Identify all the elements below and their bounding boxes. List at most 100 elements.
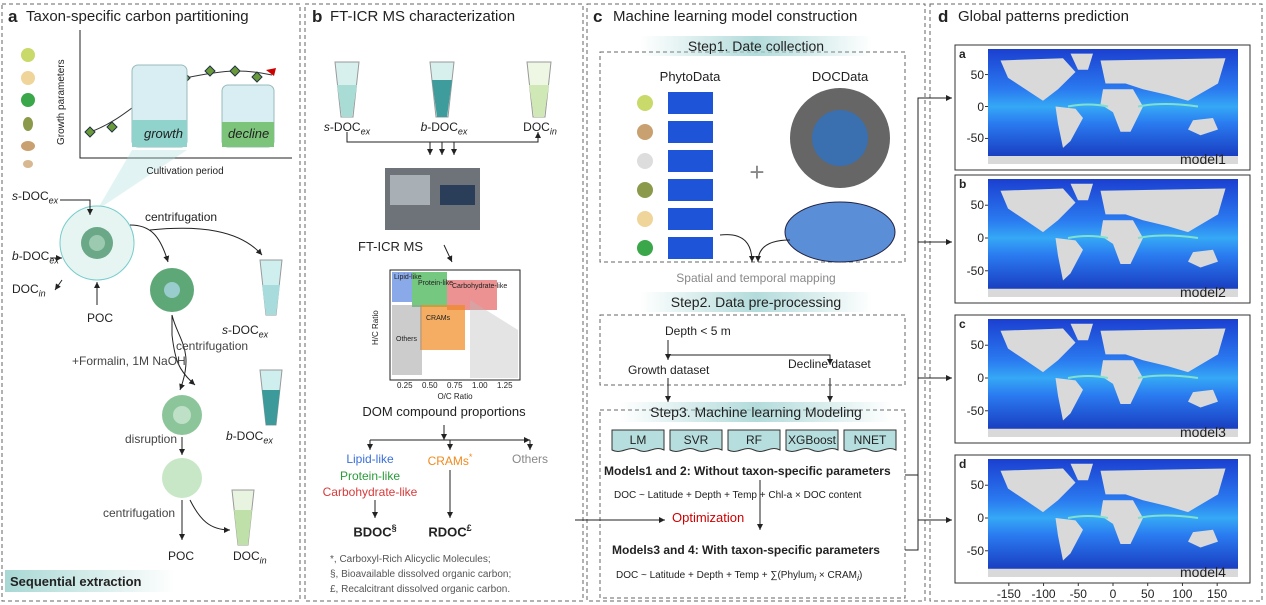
- formula-part: i: [814, 573, 817, 583]
- dataset-label: Decline dataset: [788, 357, 871, 371]
- y-tick-label: -50: [966, 131, 984, 146]
- s-doc-ex: s-DOCex: [12, 189, 59, 206]
- model-label: model4: [1180, 564, 1226, 580]
- land: [1100, 328, 1226, 373]
- label-part: ex: [360, 126, 371, 137]
- step-label: +Formalin, 1M NaOH: [72, 354, 186, 368]
- y-tick-label: 0: [977, 511, 984, 525]
- model-name: RF: [746, 433, 762, 447]
- model-group: Models1 and 2: Without taxon-specific pa…: [604, 464, 891, 478]
- label-part: s: [12, 189, 18, 203]
- x-tick-label: 100: [1172, 587, 1193, 601]
- b-doc-ex: b-DOCex: [12, 249, 59, 266]
- land: [1100, 188, 1226, 233]
- poc: POC: [168, 549, 195, 563]
- label-part: s: [222, 323, 228, 337]
- formula-part: ): [859, 570, 863, 581]
- label-part: -DOC: [427, 120, 458, 134]
- label-part: £: [466, 523, 472, 533]
- region-label: Protein-like: [418, 280, 454, 287]
- upwelling: [1067, 514, 1199, 519]
- label-part: -DOC: [232, 429, 264, 443]
- formula-part: DOC ~ Latitude + Depth + Temp + ∑(Phylum: [616, 570, 815, 581]
- doc-in: DOCin: [233, 549, 267, 566]
- cell-workflow: [50, 199, 283, 546]
- x-tick-label: 1.00: [472, 381, 488, 390]
- land: [988, 155, 1238, 164]
- label-part: §: [391, 523, 397, 533]
- region-label: Carbohydrate-like: [452, 283, 508, 290]
- panel-title: Machine learning model construction: [613, 8, 858, 25]
- step-label: disruption: [125, 432, 178, 446]
- caption: DOM compound proportions: [362, 404, 526, 419]
- growth-chart: [79, 30, 292, 210]
- label-part: ex: [263, 435, 273, 446]
- panel-title: FT-ICR MS characterization: [330, 8, 516, 25]
- land: [1188, 118, 1218, 136]
- data-label: DOCData: [811, 69, 869, 84]
- phase-label: decline: [228, 126, 270, 141]
- land: [1000, 328, 1076, 373]
- class-label: Carbohydrate-like: [322, 485, 418, 499]
- panel-letter: c: [593, 7, 603, 26]
- label-part: ex: [48, 195, 59, 206]
- land: [1188, 389, 1218, 408]
- region-label: Others: [396, 336, 418, 343]
- region-label: CRAMs: [426, 315, 451, 322]
- s-doc-ex: s-DOCex: [222, 323, 268, 340]
- b-doc-ex: b-DOCex: [226, 429, 273, 446]
- label-part: in: [549, 126, 557, 137]
- ms-graphics: [334, 61, 552, 518]
- formula-part: i: [857, 573, 859, 583]
- mapping-label: Spatial and temporal mapping: [676, 271, 836, 285]
- x-tick-label: 1.25: [497, 381, 513, 390]
- doc-in: DOCin: [12, 282, 46, 299]
- label-part: -DOC: [18, 189, 49, 203]
- y-tick-label: -50: [966, 543, 984, 558]
- land: [1000, 468, 1076, 513]
- land: [988, 568, 1238, 577]
- map-letter: b: [959, 177, 967, 191]
- label-part: CRAMs: [427, 454, 469, 468]
- label-part: DOC: [233, 549, 260, 563]
- label-part: -DOC: [228, 323, 259, 337]
- land: [1100, 468, 1226, 513]
- upwelling: [1067, 234, 1199, 239]
- axis-label: O/C Ratio: [437, 392, 473, 401]
- label-part: *: [468, 452, 473, 462]
- model-name: NNET: [853, 433, 887, 447]
- label-part: DOC: [523, 120, 550, 134]
- tube-label: b-DOCex: [421, 120, 468, 137]
- y-tick-label: -50: [966, 403, 984, 418]
- axis-label: Growth parameters: [56, 59, 67, 145]
- step-label: centrifugation: [176, 339, 249, 353]
- panel-letter: b: [312, 7, 323, 26]
- x-tick-label: 0.50: [422, 381, 438, 390]
- class-label: CRAMs*: [427, 452, 473, 468]
- model-name: SVR: [683, 433, 709, 447]
- output-label: RDOC£: [428, 523, 472, 540]
- label-part: ex: [49, 255, 59, 266]
- footnote: £, Recalcitrant dissolved organic carbon…: [330, 584, 511, 595]
- land: [1000, 58, 1076, 101]
- upwelling: [1067, 374, 1199, 379]
- instrument-label: FT-ICR MS: [358, 239, 423, 254]
- map-letter: d: [959, 457, 967, 471]
- land: [1070, 323, 1093, 341]
- label-part: b: [226, 429, 233, 443]
- taxon-icons: [21, 48, 35, 168]
- x-tick-label: 50: [1141, 587, 1155, 601]
- poc: POC: [87, 311, 114, 325]
- land: [988, 428, 1238, 437]
- axis-label: Cultivation period: [146, 166, 224, 177]
- label-part: RDOC: [428, 524, 467, 540]
- x-tick-label: 0.25: [397, 381, 413, 390]
- model-name: LM: [629, 433, 647, 447]
- formula: DOC ~ Latitude + Depth + Temp + Chl-a × …: [614, 490, 862, 501]
- label-part: BDOC: [353, 524, 392, 540]
- label-part: in: [259, 555, 267, 566]
- footer: Sequential extraction: [10, 574, 142, 589]
- step-banner: Step2. Data pre-processing: [640, 292, 872, 312]
